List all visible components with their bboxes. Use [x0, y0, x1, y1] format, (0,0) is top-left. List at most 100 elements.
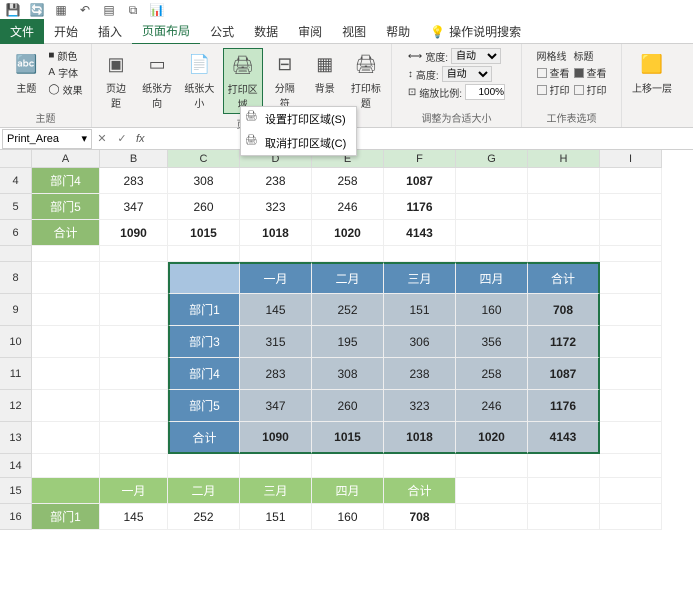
tab-insert[interactable]: 插入	[88, 19, 132, 44]
col-header-B[interactable]: B	[100, 150, 168, 168]
data-cell[interactable]: 323	[240, 194, 312, 220]
row-header-12[interactable]: 12	[0, 390, 32, 422]
height-select[interactable]: 自动	[442, 66, 492, 82]
tab-file[interactable]: 文件	[0, 19, 44, 44]
table3-cell[interactable]: 145	[100, 504, 168, 530]
row-header-14[interactable]: 14	[0, 454, 32, 478]
table2-cell[interactable]: 195	[312, 326, 384, 358]
set-print-area[interactable]: 设置打印区域(S)	[241, 107, 356, 131]
row-header-13[interactable]: 13	[0, 422, 32, 454]
sync-icon[interactable]: 🔄	[30, 3, 44, 17]
tab-help[interactable]: 帮助	[376, 19, 420, 44]
tab-view[interactable]: 视图	[332, 19, 376, 44]
clear-print-area[interactable]: 取消打印区域(C)	[241, 131, 356, 155]
tab-page-layout[interactable]: 页面布局	[132, 18, 200, 45]
tab-review[interactable]: 审阅	[288, 19, 332, 44]
table2-cell[interactable]: 1018	[384, 422, 456, 454]
col-header-H[interactable]: H	[528, 150, 600, 168]
table2-cell[interactable]: 258	[456, 358, 528, 390]
margins-button[interactable]: ▣页边距	[98, 48, 134, 112]
fx-icon[interactable]: fx	[136, 133, 145, 145]
colors-button[interactable]: ■ 颜色	[48, 48, 82, 63]
undo-icon[interactable]: ↶	[78, 3, 92, 17]
tell-me[interactable]: 💡操作说明搜索	[420, 19, 531, 44]
orientation-button[interactable]: ▭纸张方向	[138, 48, 176, 112]
table2-header[interactable]: 四月	[456, 262, 528, 294]
data-cell[interactable]: 260	[168, 194, 240, 220]
table3-cell[interactable]: 160	[312, 504, 384, 530]
row-header-15[interactable]: 15	[0, 478, 32, 504]
table2-cell[interactable]: 151	[384, 294, 456, 326]
table3-header[interactable]: 三月	[240, 478, 312, 504]
table2-cell[interactable]: 260	[312, 390, 384, 422]
table3-header[interactable]: 四月	[312, 478, 384, 504]
scale-input[interactable]	[465, 84, 505, 100]
table2-rowlabel[interactable]: 部门4	[168, 358, 240, 390]
tab-home[interactable]: 开始	[44, 19, 88, 44]
col-header-F[interactable]: F	[384, 150, 456, 168]
data-cell[interactable]: 258	[312, 168, 384, 194]
name-box[interactable]: Print_Area▾	[2, 129, 92, 149]
table2-cell[interactable]: 708	[528, 294, 600, 326]
table2-cell[interactable]: 356	[456, 326, 528, 358]
data-cell[interactable]: 1087	[384, 168, 456, 194]
row-header-9[interactable]: 9	[0, 294, 32, 326]
col-header-C[interactable]: C	[168, 150, 240, 168]
table2-cell[interactable]: 246	[456, 390, 528, 422]
tab-formulas[interactable]: 公式	[200, 19, 244, 44]
size-button[interactable]: 📄纸张大小	[180, 48, 218, 112]
table3-cell[interactable]: 151	[240, 504, 312, 530]
data-cell[interactable]: 1018	[240, 220, 312, 246]
col-header-A[interactable]: A	[32, 150, 100, 168]
table2-cell[interactable]: 4143	[528, 422, 600, 454]
row-header-8[interactable]: 8	[0, 262, 32, 294]
row-label[interactable]: 部门4	[32, 168, 100, 194]
table2-header[interactable]: 合计	[528, 262, 600, 294]
table2-header[interactable]: 二月	[312, 262, 384, 294]
data-cell[interactable]: 283	[100, 168, 168, 194]
row-header-16[interactable]: 16	[0, 504, 32, 530]
table2-cell[interactable]: 1090	[240, 422, 312, 454]
grid-icon[interactable]: ▦	[54, 3, 68, 17]
col-header-I[interactable]: I	[600, 150, 662, 168]
row-label[interactable]: 合计	[32, 220, 100, 246]
print-area-button[interactable]: 🖨打印区域	[223, 48, 263, 114]
headings-view[interactable]: 查看	[574, 65, 607, 80]
gridlines-view[interactable]: 查看	[537, 65, 570, 80]
chart-icon[interactable]: 📊	[150, 3, 164, 17]
gridlines-print[interactable]: 打印	[537, 82, 570, 97]
table2-cell[interactable]: 283	[240, 358, 312, 390]
data-cell[interactable]: 238	[240, 168, 312, 194]
enter-icon[interactable]: ✓	[112, 132, 132, 145]
print-titles-button[interactable]: 🖨打印标题	[347, 48, 385, 112]
table2-cell[interactable]: 347	[240, 390, 312, 422]
headings-print[interactable]: 打印	[574, 82, 607, 97]
row-header-4[interactable]: 4	[0, 168, 32, 194]
table-icon[interactable]: ⧉	[126, 3, 140, 17]
table3-header[interactable]: 合计	[384, 478, 456, 504]
row-header-10[interactable]: 10	[0, 326, 32, 358]
table2-cell[interactable]: 315	[240, 326, 312, 358]
table2-header[interactable]: 三月	[384, 262, 456, 294]
background-button[interactable]: ▦背景	[307, 48, 343, 97]
data-cell[interactable]: 308	[168, 168, 240, 194]
redo-icon[interactable]: ▤	[102, 3, 116, 17]
breaks-button[interactable]: ⊟分隔符	[267, 48, 303, 112]
data-cell[interactable]: 1090	[100, 220, 168, 246]
fonts-button[interactable]: A 字体	[48, 65, 82, 80]
data-cell[interactable]: 347	[100, 194, 168, 220]
row-header-6[interactable]: 6	[0, 220, 32, 246]
row-header-11[interactable]: 11	[0, 358, 32, 390]
effects-button[interactable]: ◯ 效果	[48, 82, 82, 97]
tab-data[interactable]: 数据	[244, 19, 288, 44]
data-cell[interactable]: 1176	[384, 194, 456, 220]
table3-header[interactable]: 二月	[168, 478, 240, 504]
data-cell[interactable]: 1020	[312, 220, 384, 246]
col-header-G[interactable]: G	[456, 150, 528, 168]
table2-cell[interactable]: 306	[384, 326, 456, 358]
table2-cell[interactable]: 145	[240, 294, 312, 326]
table2-cell[interactable]: 1020	[456, 422, 528, 454]
table2-rowlabel[interactable]: 部门5	[168, 390, 240, 422]
table2-rowlabel[interactable]: 部门1	[168, 294, 240, 326]
table2-rowlabel[interactable]: 部门3	[168, 326, 240, 358]
